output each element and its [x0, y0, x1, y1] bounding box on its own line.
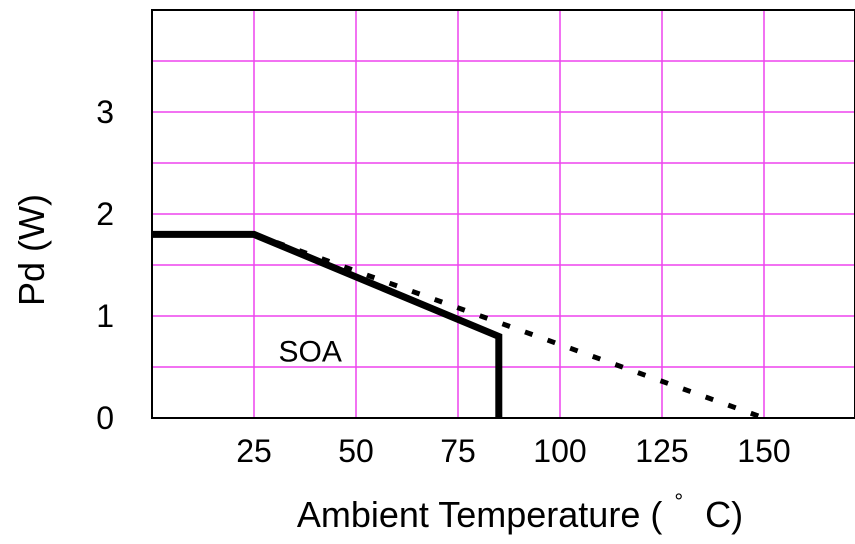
series-line-dotted	[253, 232, 765, 421]
series-layer	[152, 230, 765, 421]
x-tick-label: 150	[737, 433, 790, 469]
y-tick-label: 1	[96, 298, 114, 334]
x-tick-label: 75	[440, 433, 476, 469]
x-tick-label: 50	[338, 433, 374, 469]
grid	[152, 10, 855, 418]
y-tick-label: 2	[96, 196, 114, 232]
x-tick-labels: 25 50 75 100 125 150	[236, 433, 790, 469]
plot-frame	[151, 9, 855, 419]
soa-annotation: SOA	[279, 336, 342, 369]
x-tick-label: 25	[236, 433, 272, 469]
x-axis-label: Ambient Temperature ( ° C)	[297, 489, 743, 535]
x-axis-label-degree: °	[674, 489, 683, 514]
series-line-solid	[152, 230, 503, 418]
x-axis-label-main: Ambient Temperature (	[297, 494, 663, 535]
x-tick-label: 125	[635, 433, 688, 469]
x-axis-label-unit: C)	[705, 494, 743, 535]
y-tick-labels: 0 1 2 3	[96, 94, 114, 436]
y-tick-label: 3	[96, 94, 114, 130]
y-axis-label: Pd (W)	[11, 194, 52, 306]
annotations: SOA	[279, 336, 342, 369]
y-tick-label: 0	[96, 400, 114, 436]
x-tick-label: 100	[533, 433, 586, 469]
